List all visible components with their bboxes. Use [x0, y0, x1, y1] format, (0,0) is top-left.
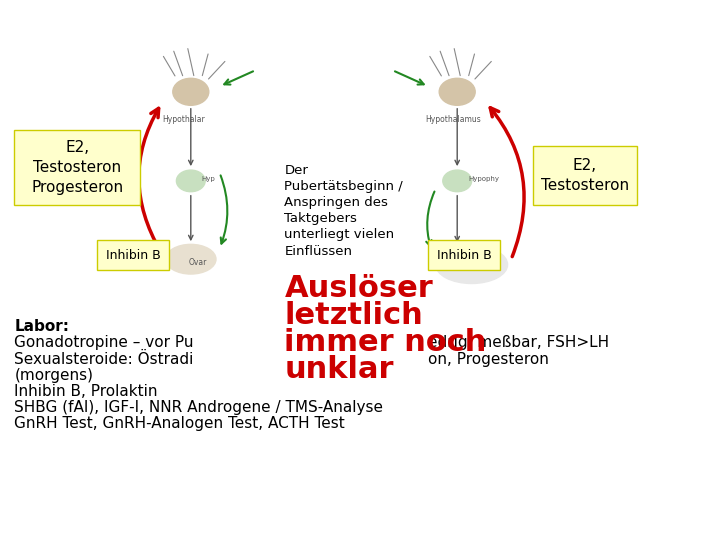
Text: Hypothalamus: Hypothalamus: [426, 114, 482, 124]
FancyBboxPatch shape: [14, 130, 140, 205]
FancyBboxPatch shape: [428, 240, 500, 270]
FancyBboxPatch shape: [97, 240, 169, 270]
Circle shape: [173, 78, 209, 105]
Text: Der: Der: [284, 164, 308, 177]
Text: Inhibin B, Prolaktin: Inhibin B, Prolaktin: [14, 384, 158, 399]
FancyArrowPatch shape: [139, 109, 161, 252]
FancyArrowPatch shape: [426, 192, 434, 246]
Text: E2,
Testosteron
Progesteron: E2, Testosteron Progesteron: [32, 140, 123, 195]
Circle shape: [443, 170, 472, 192]
Circle shape: [176, 170, 205, 192]
Text: Inhibin B: Inhibin B: [106, 248, 161, 262]
Text: E2,
Testosteron: E2, Testosteron: [541, 158, 629, 193]
Circle shape: [439, 78, 475, 105]
Text: Auslöser: Auslöser: [284, 274, 433, 303]
Text: Hypophy: Hypophy: [468, 176, 499, 182]
Text: (morgens): (morgens): [14, 368, 94, 383]
FancyArrowPatch shape: [220, 176, 228, 244]
Ellipse shape: [166, 244, 216, 274]
Text: GnRH Test, GnRH-Analogen Test, ACTH Test: GnRH Test, GnRH-Analogen Test, ACTH Test: [14, 416, 345, 431]
Text: Taktgebers: Taktgebers: [284, 212, 357, 225]
Text: edrig, meßbar, FSH>LH: edrig, meßbar, FSH>LH: [428, 335, 610, 350]
Text: Pubertätsbeginn /: Pubertätsbeginn /: [284, 180, 403, 193]
FancyArrowPatch shape: [490, 108, 524, 256]
Text: letztlich: letztlich: [284, 301, 423, 330]
Text: unterliegt vielen: unterliegt vielen: [284, 228, 395, 241]
Ellipse shape: [436, 246, 508, 284]
Text: Labor:: Labor:: [14, 319, 69, 334]
Text: Hyp: Hyp: [202, 176, 215, 182]
Text: Sexualsteroide: Östradi: Sexualsteroide: Östradi: [14, 352, 194, 367]
Text: Einflüssen: Einflüssen: [284, 245, 352, 258]
Text: SHBG (fAI), IGF-I, NNR Androgene / TMS-Analyse: SHBG (fAI), IGF-I, NNR Androgene / TMS-A…: [14, 400, 383, 415]
Text: unklar: unklar: [284, 355, 394, 384]
Text: Ovar: Ovar: [189, 258, 207, 267]
Text: immer noch: immer noch: [284, 328, 487, 357]
Text: Gonadotropine – vor Pu: Gonadotropine – vor Pu: [14, 335, 194, 350]
FancyBboxPatch shape: [533, 146, 637, 205]
Text: Inhibin B: Inhibin B: [437, 248, 492, 262]
Text: Hypothalar: Hypothalar: [162, 114, 205, 124]
Text: Testis: Testis: [461, 258, 482, 267]
Text: on, Progesteron: on, Progesteron: [428, 352, 549, 367]
Text: Anspringen des: Anspringen des: [284, 196, 388, 209]
